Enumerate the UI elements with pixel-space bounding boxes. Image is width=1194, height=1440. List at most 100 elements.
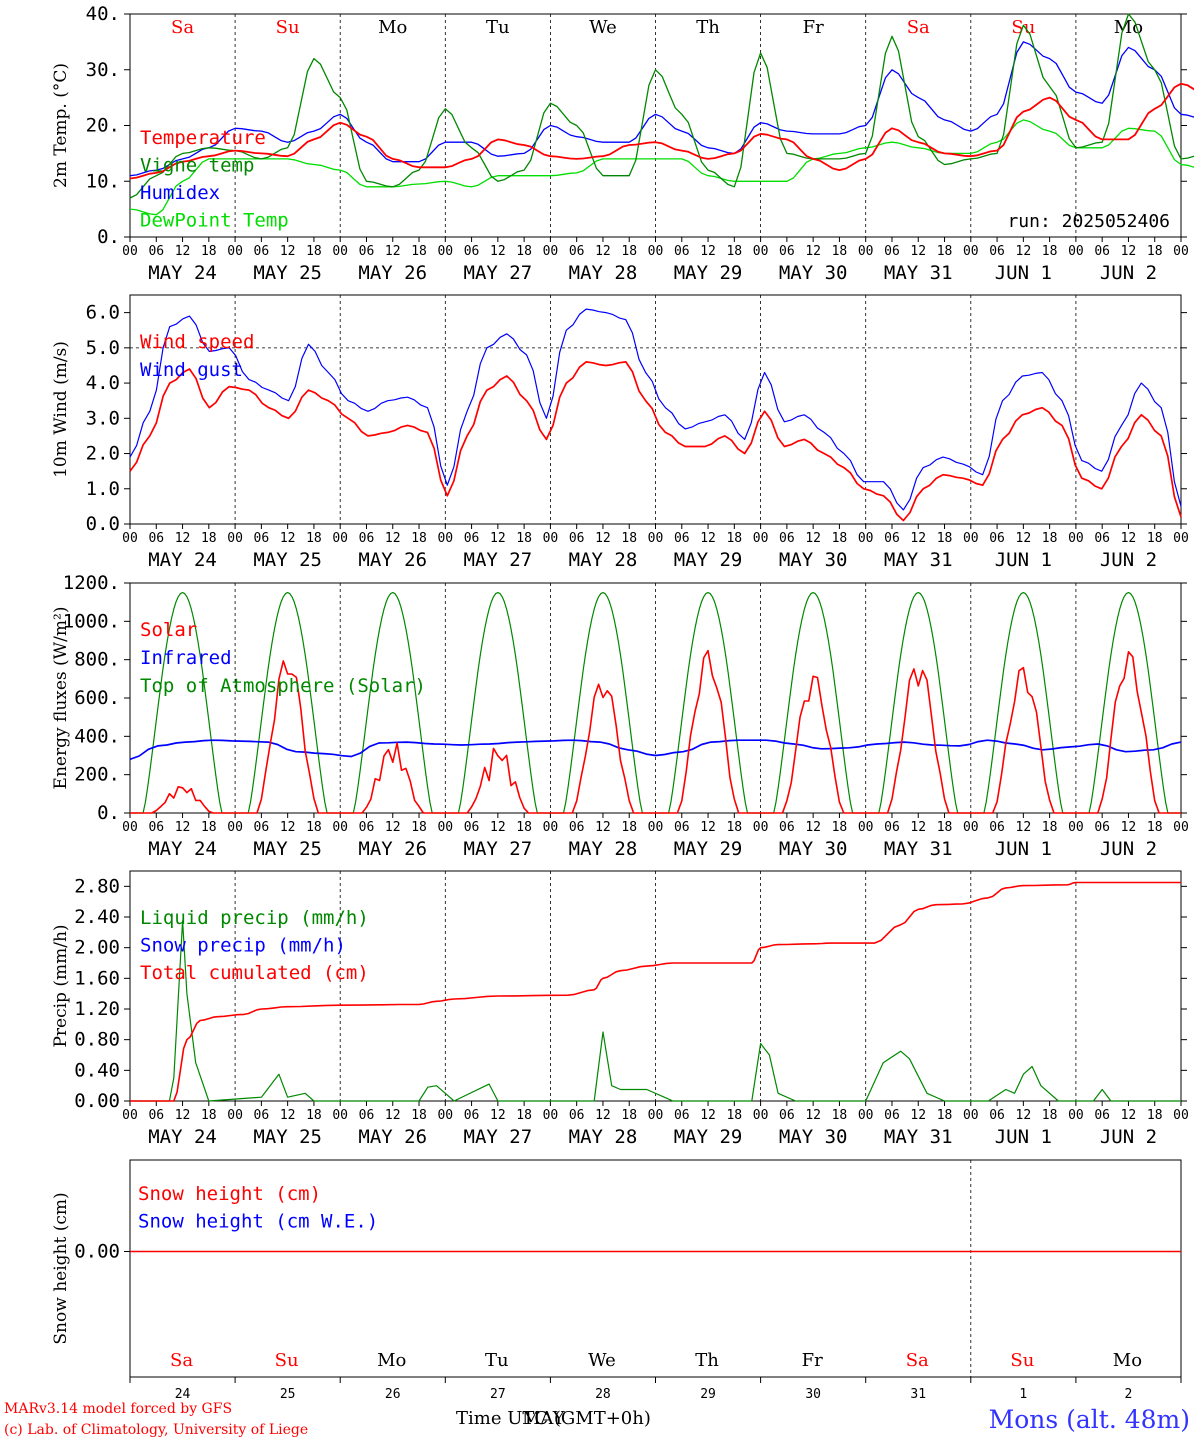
x-hour-label: 18 xyxy=(621,244,637,259)
x-hour-label: 12 xyxy=(700,244,716,259)
x-hour-label: 00 xyxy=(332,244,348,259)
x-hour-label: 18 xyxy=(411,1108,427,1123)
panels-layer: 0.10.20.30.40.00 06 12 18 00 06 12 18 00 06 12 18 00… xyxy=(51,3,1194,1402)
x-hour-label: 00 xyxy=(122,820,138,835)
x-hour-label: 00 xyxy=(332,1108,348,1123)
x-date-label: MAY 28 xyxy=(569,838,638,860)
x-date-label: MAY 30 xyxy=(779,838,848,860)
x-hour-label: 06 xyxy=(464,531,480,546)
x-hour-label: 00 xyxy=(753,1108,769,1123)
x-hour-label: 18 xyxy=(726,820,742,835)
x-hour-label: 18 xyxy=(516,531,532,546)
x-hour-label: 12 xyxy=(1121,820,1137,835)
x-hour-label: 06 xyxy=(464,244,480,259)
x-date-label: MAY 29 xyxy=(674,262,743,284)
x-hour-label: 18 xyxy=(306,244,322,259)
x-hour-label: 18 xyxy=(1042,820,1058,835)
x-hour-label: 00 xyxy=(858,531,874,546)
x-day-number: 24 xyxy=(175,1387,191,1402)
y-axis-label: Energy fluxes (W/m²) xyxy=(51,607,71,790)
legend-entry: DewPoint Temp xyxy=(140,210,289,232)
lab-credit: (c) Lab. of Climatology, University of L… xyxy=(4,1422,308,1438)
x-hour-label: 12 xyxy=(490,531,506,546)
x-hour-label: 00 xyxy=(122,1108,138,1123)
legend-entry: Snow height (cm W.E.) xyxy=(138,1211,378,1233)
x-hour-label: 12 xyxy=(910,1108,926,1123)
x-hour-label: 00 xyxy=(648,244,664,259)
x-hour-label: 12 xyxy=(385,244,401,259)
x-date-label: MAY 31 xyxy=(884,549,953,571)
x-hour-label: 06 xyxy=(779,531,795,546)
x-hour-label: 06 xyxy=(359,531,375,546)
x-hour-label: 12 xyxy=(805,531,821,546)
weekday-label: Tu xyxy=(486,17,510,38)
x-hour-label: 06 xyxy=(569,1108,585,1123)
weekday-label: Fr xyxy=(803,17,824,38)
series-line-total xyxy=(130,881,1181,1102)
x-hour-label: 00 xyxy=(963,820,979,835)
y-tick-label: 2.00 xyxy=(74,937,120,959)
y-tick-label: 200. xyxy=(74,764,120,786)
x-hour-label: 18 xyxy=(1042,531,1058,546)
x-date-label: JUN 1 xyxy=(995,549,1052,571)
legend-entry: Liquid precip (mm/h) xyxy=(140,907,369,929)
x-hour-label: 18 xyxy=(832,1108,848,1123)
x-date-label: MAY 29 xyxy=(674,1126,743,1148)
x-hour-label: 18 xyxy=(726,244,742,259)
x-hour-label: 18 xyxy=(516,820,532,835)
y-axis-label: 2m Temp. (°C) xyxy=(51,63,71,188)
x-date-label: MAY 27 xyxy=(464,1126,533,1148)
x-hour-label: 00 xyxy=(543,244,559,259)
series-line-0 xyxy=(129,82,1194,180)
x-hour-label: 00 xyxy=(122,531,138,546)
x-hour-label: 00 xyxy=(543,531,559,546)
panel-energy: 0. 200. 400. 600. 800. 1000. 1200. 00 06 12 18 00 06… xyxy=(51,572,1189,860)
weekday-label: Mo xyxy=(1114,17,1143,38)
y-tick-label: 0.80 xyxy=(74,1029,120,1051)
y-tick-label: 2.80 xyxy=(74,875,120,897)
x-date-label: MAY 30 xyxy=(779,549,848,571)
weekday-label: Sa xyxy=(170,1350,193,1371)
weekday-label: Tu xyxy=(485,1350,509,1371)
x-hour-label: 06 xyxy=(148,531,164,546)
y-tick-label: 0.00 xyxy=(74,1090,120,1112)
x-date-label: MAY 26 xyxy=(358,549,427,571)
x-hour-label: 18 xyxy=(1147,244,1163,259)
x-hour-label: 06 xyxy=(674,820,690,835)
y-tick-label: 400. xyxy=(74,725,120,747)
x-hour-label: 00 xyxy=(437,1108,453,1123)
x-hour-label: 00 xyxy=(753,531,769,546)
y-tick-label: 10. xyxy=(86,170,120,192)
legend-entry: Temperature xyxy=(140,127,266,149)
y-tick-label: 40. xyxy=(86,3,120,25)
x-hour-label: 18 xyxy=(1147,1108,1163,1123)
x-hour-label: 00 xyxy=(227,244,243,259)
series-line-infrared xyxy=(129,739,1182,761)
y-tick-label: 5.0 xyxy=(86,337,120,359)
x-hour-label: 12 xyxy=(595,1108,611,1123)
x-hour-label: 18 xyxy=(726,531,742,546)
x-hour-label: 12 xyxy=(490,244,506,259)
x-hour-label: 06 xyxy=(569,531,585,546)
x-hour-label: 12 xyxy=(175,244,191,259)
x-hour-label: 18 xyxy=(832,244,848,259)
x-date-label: MAY 25 xyxy=(253,1126,322,1148)
panel-temperature: 0. 10. 20. 30. 40. 00 06 12 18 00 06 12 18 00 06 12 18 00… xyxy=(51,3,1194,284)
x-hour-label: 00 xyxy=(963,1108,979,1123)
x-date-label: JUN 1 xyxy=(995,838,1052,860)
x-hour-label: 06 xyxy=(989,1108,1005,1123)
x-date-label: MAY 30 xyxy=(779,1126,848,1148)
weekday-label: Sa xyxy=(171,17,194,38)
x-date-label: JUN 2 xyxy=(1100,838,1157,860)
x-hour-label: 12 xyxy=(280,531,296,546)
x-hour-label: 18 xyxy=(516,244,532,259)
y-tick-label: 1000. xyxy=(63,610,120,632)
x-hour-label: 06 xyxy=(674,531,690,546)
month-label: MAY xyxy=(522,1408,566,1429)
x-hour-label: 12 xyxy=(1016,531,1032,546)
x-hour-label: 06 xyxy=(359,820,375,835)
weekday-label: Su xyxy=(1011,17,1035,38)
weekday-label: Su xyxy=(276,17,300,38)
station-name: Mons (alt. 48m) xyxy=(989,1405,1190,1434)
